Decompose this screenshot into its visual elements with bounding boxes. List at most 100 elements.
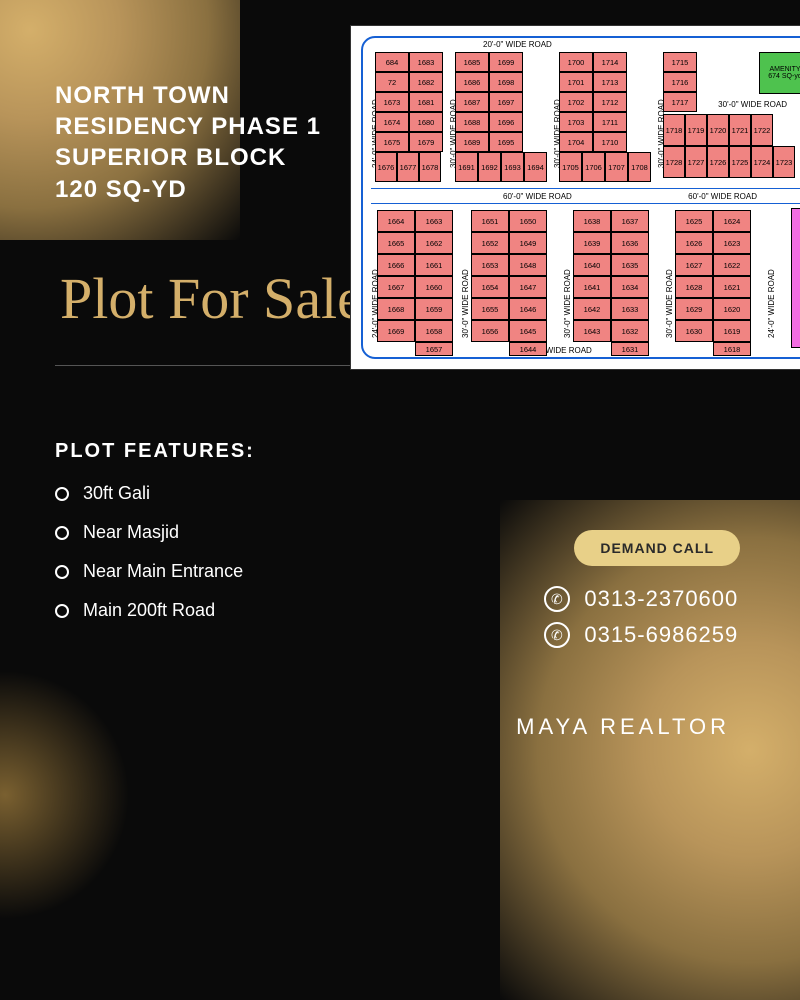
plot-cell: 1648 — [509, 254, 547, 276]
plot-cell: 1644 — [509, 342, 547, 356]
plot-block: 1700171417011713170217121703171117041710 — [559, 52, 627, 152]
plot-cell: 1712 — [593, 92, 627, 112]
plot-cell: 1678 — [419, 152, 441, 182]
plot-cell: 1695 — [489, 132, 523, 152]
plot-row: 1691169216931694 — [455, 152, 547, 182]
title-line-2: RESIDENCY PHASE 1 — [55, 111, 321, 142]
plot-cell: 1633 — [611, 298, 649, 320]
plot-block: 6841683721682167316811674168016751679 — [375, 52, 443, 152]
plot-cell: 1639 — [573, 232, 611, 254]
feature-item: 30ft Gali — [55, 483, 255, 504]
plot-cell: 1637 — [611, 210, 649, 232]
road-mid-line-2 — [371, 203, 800, 204]
road-label-v-24-c: 24'-0" WIDE ROAD — [767, 269, 776, 338]
plot-row: 167616771678 — [375, 152, 441, 182]
plot-cell: 1669 — [377, 320, 415, 342]
plot-cell: 1725 — [729, 146, 751, 178]
road-mid-line — [371, 188, 800, 189]
road-label-mid: 60'-0" WIDE ROAD — [503, 192, 572, 201]
plot-cell: 1681 — [409, 92, 443, 112]
plot-cell: 1621 — [713, 276, 751, 298]
amenity-size: 674 SQ-yd — [768, 73, 800, 80]
plot-cell: 1700 — [559, 52, 593, 72]
plot-cell: 1619 — [713, 320, 751, 342]
road-label-v-30-f: 30'-0" WIDE ROAD — [665, 269, 674, 338]
plot-map-inner: 20'-0" WIDE ROAD 60'-0" WIDE ROAD 60'-0"… — [361, 36, 800, 359]
plot-cell: 1635 — [611, 254, 649, 276]
plot-cell: 1659 — [415, 298, 453, 320]
plot-cell: 1632 — [611, 320, 649, 342]
plot-cell: 1643 — [573, 320, 611, 342]
plot-cell: 1661 — [415, 254, 453, 276]
plot-cell: 1652 — [471, 232, 509, 254]
plot-cell: 1710 — [593, 132, 627, 152]
plot-cell: 1676 — [375, 152, 397, 182]
plot-cell: 1642 — [573, 298, 611, 320]
feature-text: Near Masjid — [83, 522, 179, 543]
feature-bullet-icon — [55, 487, 69, 501]
road-label-v-30-e: 30'-0" WIDE ROAD — [563, 269, 572, 338]
plot-block: 1664166316651662166616611667166016681659… — [377, 210, 453, 342]
plot-row: 1618 — [713, 342, 751, 356]
plot-cell: 1673 — [375, 92, 409, 112]
plot-cell: 1667 — [377, 276, 415, 298]
plot-block: 1651165016521649165316481654164716551646… — [471, 210, 547, 342]
plot-cell: 1704 — [559, 132, 593, 152]
plot-cell: 1666 — [377, 254, 415, 276]
feature-text: 30ft Gali — [83, 483, 150, 504]
plot-cell: 1718 — [663, 114, 685, 146]
plot-cell: 1726 — [707, 146, 729, 178]
plot-cell: 1701 — [559, 72, 593, 92]
plot-cell: 1691 — [455, 152, 478, 182]
plot-cell: 1674 — [375, 112, 409, 132]
plot-cell: 1664 — [377, 210, 415, 232]
plot-cell: 1713 — [593, 72, 627, 92]
plot-cell: 1689 — [455, 132, 489, 152]
plot-block: 1685169916861698168716971688169616891695 — [455, 52, 523, 152]
plot-cell: 1647 — [509, 276, 547, 298]
phone-number: 0313-2370600 — [584, 586, 738, 612]
plot-cell: 1728 — [663, 146, 685, 178]
plot-cell: 1715 — [663, 52, 697, 72]
feature-bullet-icon — [55, 526, 69, 540]
plot-cell: 1697 — [489, 92, 523, 112]
plot-row: 1705170617071708 — [559, 152, 651, 182]
feature-text: Near Main Entrance — [83, 561, 243, 582]
plot-block: 171517161717 — [663, 52, 697, 112]
amenity-block: AMENITY 674 SQ-yd — [759, 52, 800, 94]
plot-cell: 1706 — [582, 152, 605, 182]
gold-accent-bottom-left — [0, 670, 130, 920]
plot-cell: 1694 — [524, 152, 547, 182]
feature-item: Near Masjid — [55, 522, 255, 543]
plot-cell: 1654 — [471, 276, 509, 298]
plot-row: 1657 — [415, 342, 453, 356]
plot-cell: 1723 — [773, 146, 795, 178]
plot-cell: 1653 — [471, 254, 509, 276]
phone-icon: ✆ — [544, 586, 570, 612]
plot-cell: 1705 — [559, 152, 582, 182]
plot-cell: 1657 — [415, 342, 453, 356]
plot-cell: 1665 — [377, 232, 415, 254]
plot-cell: 1685 — [455, 52, 489, 72]
plot-cell: 1626 — [675, 232, 713, 254]
plot-cell: 1646 — [509, 298, 547, 320]
plot-cell: 1630 — [675, 320, 713, 342]
plot-cell: 1640 — [573, 254, 611, 276]
road-label-top-right: 30'-0" WIDE ROAD — [718, 100, 787, 109]
plot-cell: 1662 — [415, 232, 453, 254]
plot-cell: 1714 — [593, 52, 627, 72]
demand-block: DEMAND CALL ✆ 0313-2370600 ✆0315-6986259 — [544, 530, 740, 658]
road-label-top: 20'-0" WIDE ROAD — [483, 40, 552, 49]
plot-cell: 1688 — [455, 112, 489, 132]
plot-cell: 1724 — [751, 146, 773, 178]
phone-row: ✆0315-6986259 — [544, 622, 740, 648]
demand-call-pill: DEMAND CALL — [574, 530, 740, 566]
plot-cell: 1680 — [409, 112, 443, 132]
features-heading: PLOT FEATURES: — [55, 440, 255, 463]
plot-block: 1638163716391636164016351641163416421633… — [573, 210, 649, 342]
feature-bullet-icon — [55, 604, 69, 618]
plot-cell: 1708 — [628, 152, 651, 182]
plot-cell: 1696 — [489, 112, 523, 132]
plot-cell: 1686 — [455, 72, 489, 92]
plot-cell: 1628 — [675, 276, 713, 298]
